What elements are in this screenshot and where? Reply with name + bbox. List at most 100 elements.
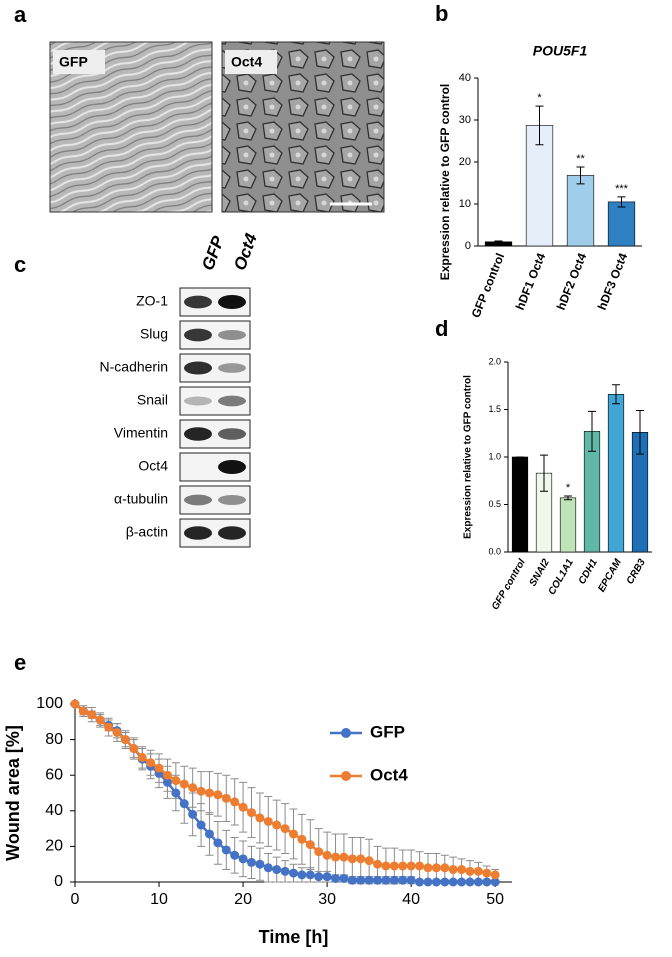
blot-label: Oct4 — [138, 458, 168, 474]
marker — [263, 816, 273, 826]
marker — [188, 783, 198, 793]
panel-label: a — [14, 2, 27, 27]
western-blot — [179, 287, 251, 548]
marker — [473, 877, 483, 887]
x-tick-label: hDF2 Oct4 — [554, 251, 590, 312]
marker — [272, 865, 282, 875]
marker — [448, 865, 458, 875]
marker — [423, 863, 433, 873]
y-tick-label: 100 — [36, 695, 63, 712]
marker — [196, 820, 206, 830]
lane-label: Oct4 — [230, 230, 261, 273]
marker — [297, 834, 307, 844]
y-tick-label: 2.0 — [488, 356, 501, 366]
marker — [373, 875, 383, 885]
y-tick-label: 0 — [54, 873, 63, 890]
blot-label: Slug — [140, 326, 168, 342]
y-tick-label: 10 — [459, 198, 471, 210]
marker — [112, 727, 122, 737]
significance: ** — [576, 153, 585, 165]
marker — [381, 861, 391, 871]
blot-band — [184, 494, 212, 506]
marker — [137, 752, 147, 762]
marker — [440, 863, 450, 873]
error-bar — [576, 166, 585, 185]
marker — [490, 877, 500, 887]
marker — [398, 875, 408, 885]
marker — [196, 786, 206, 796]
y-tick-label: 20 — [45, 838, 63, 855]
y-tick-label: 0 — [465, 240, 471, 252]
marker — [322, 872, 332, 882]
marker — [280, 824, 290, 834]
marker — [255, 813, 265, 823]
marker — [95, 715, 105, 725]
x-tick-label: 40 — [402, 891, 420, 908]
marker — [78, 706, 88, 716]
blot-band — [218, 460, 246, 474]
bar — [511, 456, 529, 553]
y-tick-label: 0.5 — [488, 499, 501, 509]
marker — [221, 845, 231, 855]
lane-label: GFP — [198, 233, 228, 273]
marker — [415, 877, 425, 887]
marker — [70, 699, 80, 709]
marker — [171, 776, 181, 786]
marker — [423, 877, 433, 887]
marker — [457, 865, 467, 875]
x-tick-label: EPCAM — [596, 557, 624, 594]
blot-band — [218, 428, 246, 440]
marker — [431, 863, 441, 873]
marker — [364, 875, 374, 885]
marker — [120, 735, 130, 745]
bar — [607, 393, 625, 553]
marker — [289, 829, 298, 839]
blot-band — [184, 361, 212, 375]
error-bar — [617, 196, 626, 208]
x-tick-label: 0 — [71, 891, 80, 908]
marker — [331, 852, 341, 862]
marker — [339, 873, 349, 883]
x-tick-label: hDF1 Oct4 — [513, 251, 549, 312]
marker — [230, 850, 240, 860]
x-tick-label: CRB3 — [625, 557, 648, 586]
x-tick-label: hDF3 Oct4 — [595, 251, 631, 312]
marker — [389, 861, 399, 871]
x-axis-label: Time [h] — [259, 927, 329, 947]
blot-label: Vimentin — [114, 425, 168, 441]
y-tick-label: 0.0 — [488, 546, 501, 556]
blot-label: N-cadherin — [100, 359, 168, 375]
marker — [314, 847, 324, 857]
blot-band — [184, 328, 212, 342]
marker — [213, 790, 223, 800]
legend-label: Oct4 — [370, 765, 408, 784]
y-tick-label: 30 — [459, 114, 471, 126]
marker — [398, 861, 408, 871]
blot-label: β-actin — [126, 524, 168, 540]
error-bar — [612, 384, 620, 405]
marker — [104, 722, 114, 732]
marker — [389, 875, 399, 885]
x-tick-label: 20 — [234, 891, 252, 908]
image-label-box — [225, 50, 277, 74]
y-tick-label: 1.0 — [488, 451, 501, 461]
marker — [448, 877, 458, 887]
blot-band — [218, 494, 246, 506]
x-tick-label: GFP control — [490, 557, 528, 612]
legend-marker — [341, 771, 351, 781]
marker — [415, 861, 425, 871]
y-axis-label: Expression relative to GFP control — [438, 84, 452, 281]
marker — [440, 877, 450, 887]
bar — [559, 497, 577, 553]
y-tick-label: 80 — [45, 731, 63, 748]
error-bar — [494, 240, 503, 244]
marker — [230, 797, 240, 807]
significance: * — [537, 92, 542, 104]
marker — [238, 802, 248, 812]
marker — [373, 859, 383, 869]
marker — [406, 861, 416, 871]
marker — [263, 863, 273, 873]
blot-label: Snail — [137, 392, 168, 408]
blot-band — [184, 526, 212, 540]
y-tick-label: 20 — [459, 156, 471, 168]
